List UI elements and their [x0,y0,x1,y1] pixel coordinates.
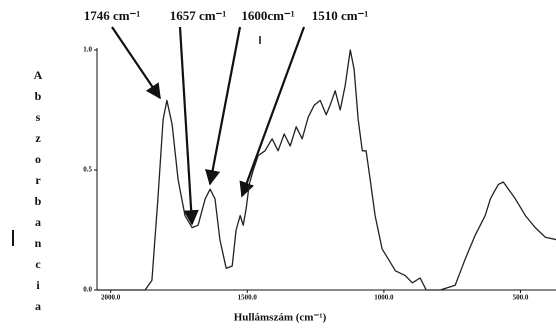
arrow [111,26,161,100]
arrow [178,26,199,226]
x-tick-label: 1500.0 [238,294,258,302]
y-tick-label: 1.0 [83,46,92,54]
annotation: 1746 cm⁻¹ [84,8,141,23]
x-tick-label: 500.0 [513,294,529,302]
annotation: 1510 cm⁻¹ [312,8,369,23]
arrow [239,26,306,198]
x-axis-label: Hullámszám (cm⁻¹) [234,312,327,324]
x-tick-label: 2000.0 [101,294,121,302]
arrow [205,26,242,186]
annotation: 1657 cm⁻¹ [170,8,227,23]
x-tick-label: 1000.0 [374,294,394,302]
y-axis-label: Abszorbancia [31,68,45,320]
annotation: 1600cm⁻¹ [241,8,294,23]
y-tick-label: 0.0 [83,286,92,294]
arrows [111,26,306,226]
spectrum-line [97,49,556,291]
y-tick-label: 0.5 [83,166,92,174]
